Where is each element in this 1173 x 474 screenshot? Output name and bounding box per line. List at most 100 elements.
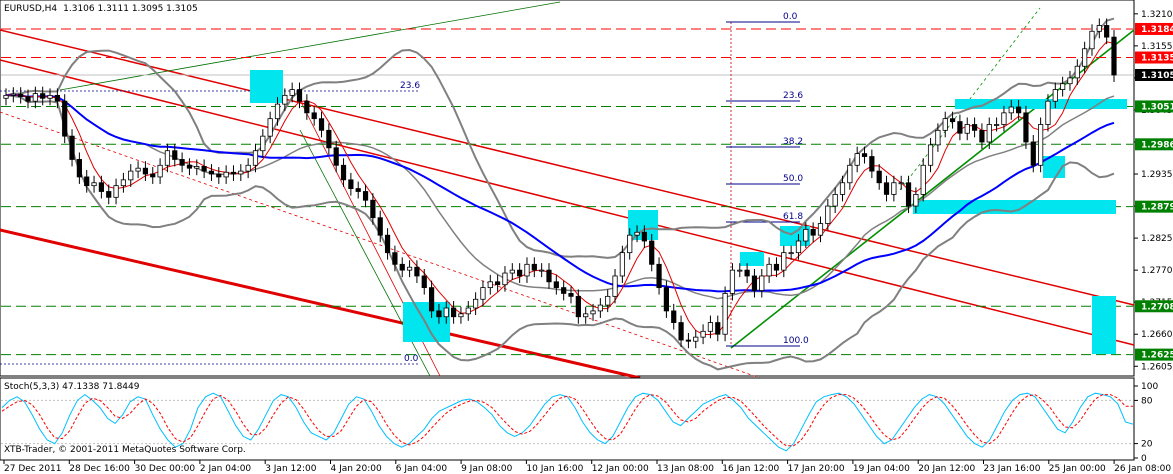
horizontal-levels	[1, 28, 1133, 356]
candle-body	[619, 252, 625, 277]
level-label: 1.3184	[1141, 25, 1173, 35]
time-tick-label: 16 Jan 12:00	[722, 464, 779, 474]
candle-body	[605, 295, 611, 306]
stochastic-lines	[1, 392, 1134, 452]
candle-body	[1111, 36, 1117, 76]
stochastic-tick-label: 20	[1141, 440, 1153, 450]
candle-body	[340, 164, 347, 181]
candle-body	[707, 322, 714, 332]
candle-body	[32, 93, 38, 102]
candle-body	[230, 171, 237, 175]
candle-body	[1045, 100, 1051, 125]
candle-body	[223, 171, 229, 178]
candle-body	[106, 191, 112, 198]
price-tick-label: 1.2825	[1141, 234, 1173, 244]
candle-body	[260, 135, 266, 152]
candle-body	[561, 287, 567, 294]
candle-body	[751, 275, 758, 291]
candle-body	[759, 275, 765, 291]
candle-body	[495, 281, 501, 286]
stochastic-plot-background	[0, 377, 1135, 461]
candle-body	[377, 217, 383, 236]
candle-body	[729, 269, 736, 294]
candle-body	[869, 156, 875, 172]
candle-body	[854, 153, 860, 166]
highlight-zone	[250, 70, 283, 103]
candle-body	[597, 304, 603, 312]
price-tick-label: 1.2660	[1141, 330, 1173, 340]
trend-line	[0, 29, 1135, 306]
ohlc-values: 1.3106 1.3111 1.3095 1.3105	[63, 4, 198, 14]
candle-body	[362, 191, 369, 201]
candle-body	[392, 252, 398, 265]
candle-body	[993, 124, 1000, 126]
candle-body	[722, 293, 728, 335]
level-label: 1.3135	[1141, 54, 1173, 64]
candle-body	[810, 228, 816, 236]
candle-body	[311, 112, 317, 120]
candle-body	[685, 339, 692, 342]
stochastic-tick-label: 80	[1141, 396, 1153, 406]
fib-level-label: 23.6	[400, 81, 420, 91]
candle-body	[781, 252, 787, 271]
highlight-zone	[780, 226, 810, 246]
candle-body	[898, 182, 904, 185]
candle-body	[1089, 30, 1095, 50]
copyright-text: XTB-Trader, © 2001-2011 MetaQuotes Softw…	[4, 445, 246, 455]
stochastic-axis: 100 80 20 0	[1134, 382, 1158, 464]
candle-body	[795, 240, 802, 254]
candle-body	[678, 322, 684, 341]
candle-body	[113, 185, 119, 198]
candle-body	[817, 223, 824, 236]
candle-body	[1008, 106, 1014, 114]
candle-body	[656, 263, 662, 289]
highlight-zone	[403, 302, 450, 342]
candle-body	[186, 164, 193, 169]
candle-body	[700, 330, 706, 338]
time-axis: 27 Dec 2011 28 Dec 16:00 30 Dec 00:00 2 Jan…	[3, 460, 1171, 474]
candle-body	[487, 281, 493, 289]
candle-body	[76, 159, 82, 178]
candle-body	[326, 129, 332, 149]
candle-body	[539, 269, 545, 272]
highlight-zone	[740, 252, 764, 266]
time-tick-label: 9 Jan 08:00	[461, 464, 513, 474]
candle-body	[120, 179, 127, 187]
level-label: 1.2708	[1141, 302, 1173, 312]
candle-body	[245, 164, 251, 172]
time-tick-label: 6 Jan 04:00	[396, 464, 448, 474]
candle-body	[62, 100, 68, 137]
candle-body	[766, 263, 772, 277]
trend-line	[0, 111, 761, 379]
candle-body	[553, 281, 559, 289]
candle-body	[384, 234, 391, 254]
moving-average-red	[5, 41, 1115, 335]
candle-body	[663, 287, 669, 312]
candle-body	[1001, 112, 1007, 125]
candle-body	[304, 100, 310, 114]
candle-body	[942, 118, 948, 131]
candle-body	[1016, 106, 1022, 114]
candle-body	[289, 89, 295, 96]
candle-body	[458, 313, 464, 318]
candle-body	[788, 252, 794, 255]
fib-level-label: 0.0	[783, 12, 798, 22]
candle-body	[649, 240, 655, 265]
candle-body	[172, 150, 178, 160]
candle-body	[164, 150, 171, 166]
candle-body	[267, 118, 273, 137]
candle-body	[957, 121, 963, 134]
candle-body	[91, 182, 97, 187]
time-tick-label: 23 Jan 16:00	[983, 464, 1040, 474]
time-tick-label: 30 Dec 00:00	[135, 464, 196, 474]
candle-body	[274, 103, 281, 120]
candle-body	[421, 275, 427, 289]
level-label-bg	[1135, 22, 1173, 35]
level-label: 1.2625	[1141, 351, 1173, 361]
candle-body	[634, 231, 640, 236]
candle-body	[1052, 89, 1058, 102]
main-price-panel: 0.0 23.6 38.2 50.0 61.8 100.0 23.6 0.0 EURUSD,H…	[0, 0, 1135, 380]
level-label: 1.2879	[1141, 203, 1173, 213]
candle-body	[3, 94, 9, 99]
